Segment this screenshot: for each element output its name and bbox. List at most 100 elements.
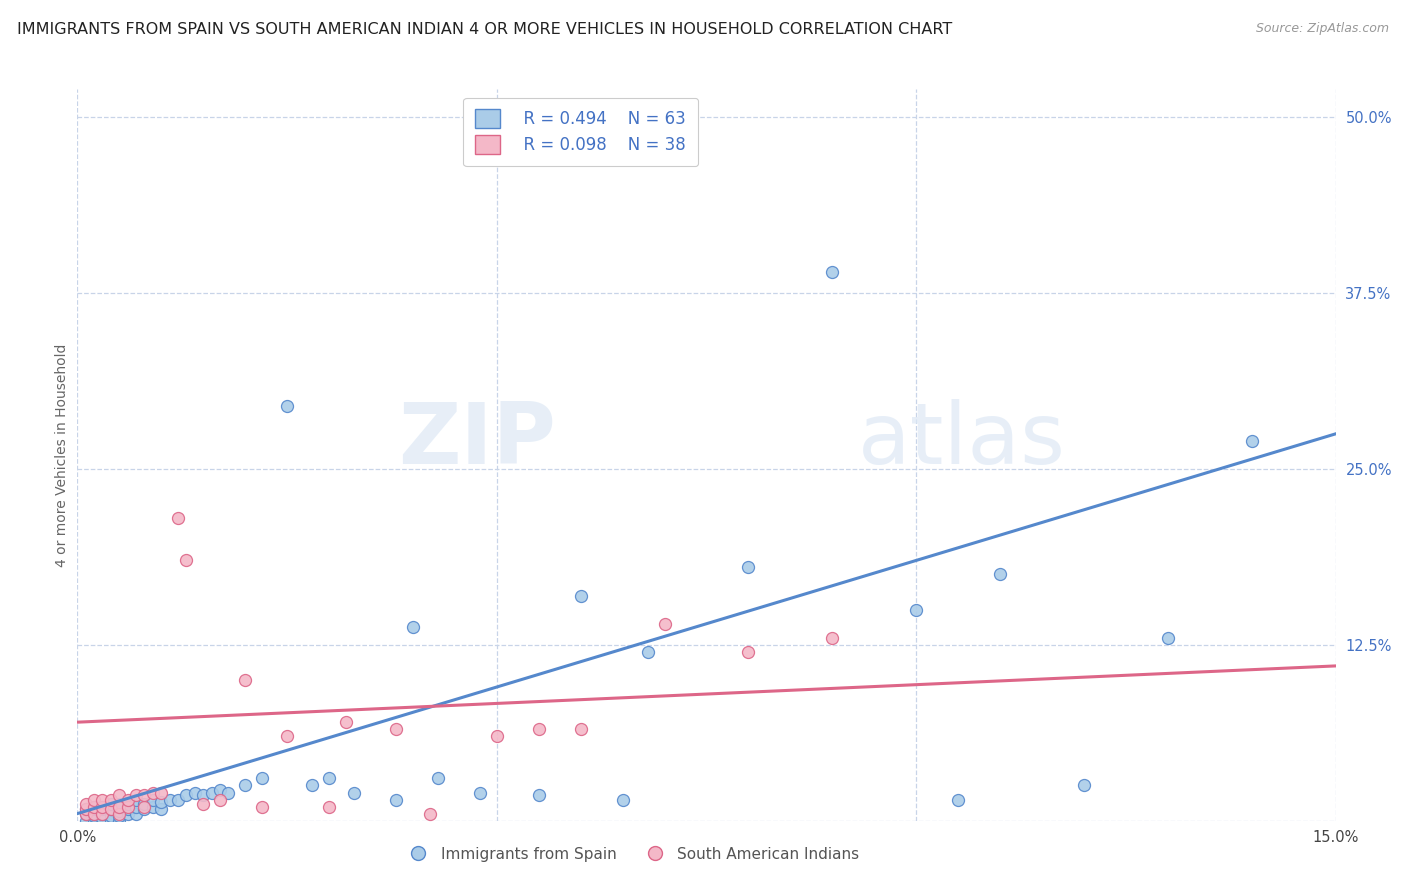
Point: [167, 511, 190, 525]
Point: [125, 789, 148, 803]
Point: [150, 785, 173, 799]
Point: [83, 799, 105, 814]
Point: [125, 799, 148, 814]
Point: [176, 789, 198, 803]
Point: [821, 631, 844, 645]
Point: [100, 797, 122, 811]
Point: [176, 553, 198, 567]
Point: [250, 799, 273, 814]
Point: [200, 785, 222, 799]
Y-axis label: 4 or more Vehicles in Household: 4 or more Vehicles in Household: [55, 343, 69, 566]
Point: [527, 723, 550, 737]
Point: [117, 799, 139, 814]
Text: atlas: atlas: [858, 399, 1066, 482]
Point: [1240, 434, 1263, 448]
Point: [83, 806, 105, 821]
Text: Source: ZipAtlas.com: Source: ZipAtlas.com: [1256, 22, 1389, 36]
Point: [233, 673, 256, 687]
Point: [988, 567, 1011, 582]
Point: [637, 645, 659, 659]
Point: [150, 796, 173, 810]
Point: [167, 792, 190, 806]
Point: [1157, 631, 1180, 645]
Point: [233, 779, 256, 793]
Point: [569, 723, 592, 737]
Point: [654, 616, 676, 631]
Point: [385, 723, 408, 737]
Point: [191, 797, 215, 811]
Point: [150, 802, 173, 816]
Point: [125, 792, 148, 806]
Point: [276, 729, 298, 743]
Point: [91, 811, 114, 825]
Point: [83, 814, 105, 828]
Point: [83, 809, 105, 823]
Point: [159, 792, 181, 806]
Point: [83, 799, 105, 814]
Point: [91, 799, 114, 814]
Point: [427, 772, 450, 786]
Text: IMMIGRANTS FROM SPAIN VS SOUTH AMERICAN INDIAN 4 OR MORE VEHICLES IN HOUSEHOLD C: IMMIGRANTS FROM SPAIN VS SOUTH AMERICAN …: [17, 22, 952, 37]
Point: [134, 789, 156, 803]
Point: [318, 799, 340, 814]
Point: [108, 806, 131, 821]
Point: [134, 802, 156, 816]
Text: ZIP: ZIP: [398, 399, 555, 482]
Point: [208, 782, 231, 797]
Point: [108, 804, 131, 818]
Point: [91, 802, 114, 816]
Point: [108, 814, 131, 828]
Point: [419, 806, 441, 821]
Point: [250, 772, 273, 786]
Point: [100, 809, 122, 823]
Point: [75, 806, 97, 821]
Point: [569, 589, 592, 603]
Point: [343, 785, 366, 799]
Point: [527, 789, 550, 803]
Point: [612, 792, 634, 806]
Point: [117, 792, 139, 806]
Point: [402, 619, 425, 633]
Point: [75, 797, 97, 811]
Point: [125, 806, 148, 821]
Point: [91, 806, 114, 821]
Point: [117, 802, 139, 816]
Point: [737, 560, 759, 574]
Point: [385, 792, 408, 806]
Point: [108, 809, 131, 823]
Point: [184, 785, 207, 799]
Point: [83, 802, 105, 816]
Point: [142, 799, 165, 814]
Point: [134, 799, 156, 814]
Point: [737, 645, 759, 659]
Point: [335, 715, 357, 730]
Point: [117, 797, 139, 811]
Point: [100, 792, 122, 806]
Point: [108, 797, 131, 811]
Point: [301, 779, 323, 793]
Point: [276, 399, 298, 413]
Point: [91, 792, 114, 806]
Point: [108, 789, 131, 803]
Point: [83, 806, 105, 821]
Point: [905, 602, 928, 616]
Point: [134, 797, 156, 811]
Point: [91, 806, 114, 821]
Point: [485, 729, 508, 743]
Point: [821, 265, 844, 279]
Point: [75, 814, 97, 828]
Point: [108, 799, 131, 814]
Point: [217, 785, 239, 799]
Point: [75, 802, 97, 816]
Point: [91, 799, 114, 814]
Point: [208, 792, 231, 806]
Point: [191, 789, 215, 803]
Point: [142, 785, 165, 799]
Point: [100, 802, 122, 816]
Point: [1073, 779, 1095, 793]
Point: [948, 792, 970, 806]
Point: [83, 792, 105, 806]
Legend: Immigrants from Spain, South American Indians: Immigrants from Spain, South American In…: [396, 840, 866, 868]
Point: [75, 806, 97, 821]
Point: [318, 772, 340, 786]
